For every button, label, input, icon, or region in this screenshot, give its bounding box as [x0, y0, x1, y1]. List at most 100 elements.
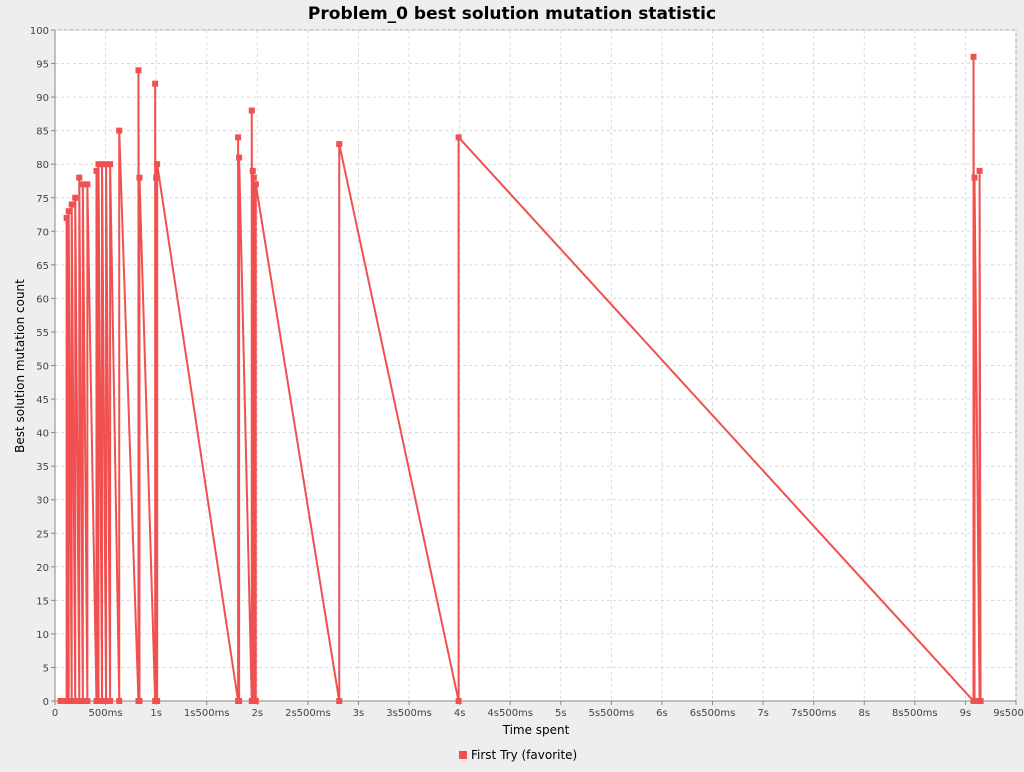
data-point	[68, 698, 75, 704]
data-point	[252, 698, 259, 704]
legend-label: First Try (favorite)	[471, 748, 577, 762]
data-point	[103, 161, 110, 168]
data-point	[977, 698, 984, 704]
x-tick-label: 2s500ms	[285, 708, 331, 719]
y-tick-label: 10	[36, 630, 49, 641]
x-tick-label: 1s	[150, 708, 162, 719]
data-point	[99, 161, 106, 168]
y-tick-label: 80	[36, 160, 49, 171]
series-line	[60, 56, 982, 704]
data-point	[976, 167, 983, 174]
x-tick-label: 2s	[252, 708, 264, 719]
y-tick-label: 45	[36, 395, 49, 406]
data-point	[84, 698, 91, 704]
data-point	[65, 208, 72, 215]
data-point	[107, 698, 114, 704]
grid-lines	[54, 29, 1017, 702]
data-point	[136, 174, 143, 181]
data-point	[76, 698, 83, 704]
data-point	[72, 698, 79, 704]
data-point	[76, 174, 83, 181]
data-point	[79, 181, 86, 188]
data-point	[336, 141, 343, 148]
data-point	[79, 698, 86, 704]
data-point	[135, 67, 142, 74]
data-point	[455, 698, 462, 704]
legend: First Try (favorite)	[459, 748, 577, 762]
x-tick-label: 8s	[858, 708, 870, 719]
y-tick-label: 35	[36, 462, 49, 473]
x-tick-label: 9s	[960, 708, 972, 719]
x-tick-label: 3s500ms	[386, 708, 432, 719]
y-tick-label: 30	[36, 496, 49, 507]
data-point	[154, 161, 161, 168]
y-tick-label: 90	[36, 93, 49, 104]
x-tick-label: 5s	[555, 708, 567, 719]
x-axis-ticks: 0 500ms 1s 1s500ms 2s 2s500ms 3s 3s500ms 4s 4s500…	[52, 701, 1024, 719]
data-point	[154, 698, 161, 704]
y-tick-label: 50	[36, 362, 49, 373]
data-point	[136, 698, 143, 704]
data-point	[152, 80, 159, 87]
x-tick-label: 7s	[757, 708, 769, 719]
data-point	[95, 698, 102, 704]
y-tick-label: 0	[43, 697, 49, 708]
data-point	[103, 698, 110, 704]
data-point	[57, 698, 64, 704]
data-point	[236, 154, 243, 161]
x-tick-label: 4s500ms	[487, 708, 533, 719]
x-tick-label: 0	[52, 708, 58, 719]
y-axis-label: Best solution mutation count	[13, 279, 27, 453]
data-point	[249, 167, 256, 174]
data-point	[455, 134, 462, 141]
y-axis-ticks: 0 5 10 15 20 25 30 35 40 45 50 55 60 65 70 75 80 85 90 95 10…	[30, 26, 55, 708]
y-tick-label: 55	[36, 328, 49, 339]
data-point	[63, 214, 70, 221]
x-tick-label: 9s500ms	[993, 708, 1024, 719]
x-tick-label: 1s500ms	[184, 708, 230, 719]
data-point	[971, 174, 978, 181]
data-point	[95, 161, 102, 168]
y-tick-label: 85	[36, 127, 49, 138]
y-tick-label: 65	[36, 261, 49, 272]
x-tick-label: 6s500ms	[690, 708, 736, 719]
y-tick-label: 75	[36, 194, 49, 205]
x-tick-label: 500ms	[89, 708, 123, 719]
y-tick-label: 5	[43, 663, 49, 674]
y-tick-label: 40	[36, 429, 49, 440]
data-point	[235, 134, 242, 141]
y-tick-label: 15	[36, 596, 49, 607]
y-tick-label: 100	[30, 26, 49, 37]
data-point	[72, 194, 79, 201]
y-tick-label: 20	[36, 563, 49, 574]
data-point	[107, 161, 114, 168]
series-layer	[57, 53, 984, 704]
data-point	[248, 107, 255, 114]
data-point	[153, 174, 160, 181]
chart-title: Problem_0 best solution mutation statist…	[308, 4, 716, 24]
data-point	[93, 167, 100, 174]
data-point	[970, 53, 977, 60]
data-point	[99, 698, 106, 704]
y-tick-label: 60	[36, 294, 49, 305]
y-tick-label: 25	[36, 529, 49, 540]
data-point	[65, 698, 72, 704]
x-tick-label: 8s500ms	[892, 708, 938, 719]
y-tick-label: 95	[36, 60, 49, 71]
legend-swatch	[459, 751, 467, 759]
x-tick-label: 5s500ms	[589, 708, 635, 719]
x-tick-label: 4s	[454, 708, 466, 719]
x-tick-label: 6s	[656, 708, 668, 719]
data-point	[68, 201, 75, 208]
x-tick-label: 7s500ms	[791, 708, 837, 719]
x-tick-label: 3s	[353, 708, 365, 719]
data-point	[116, 127, 123, 134]
data-point	[336, 698, 343, 704]
data-point	[236, 698, 243, 704]
data-point	[252, 181, 259, 188]
data-point	[116, 698, 123, 704]
y-tick-label: 70	[36, 227, 49, 238]
x-axis-label: Time spent	[502, 723, 570, 737]
